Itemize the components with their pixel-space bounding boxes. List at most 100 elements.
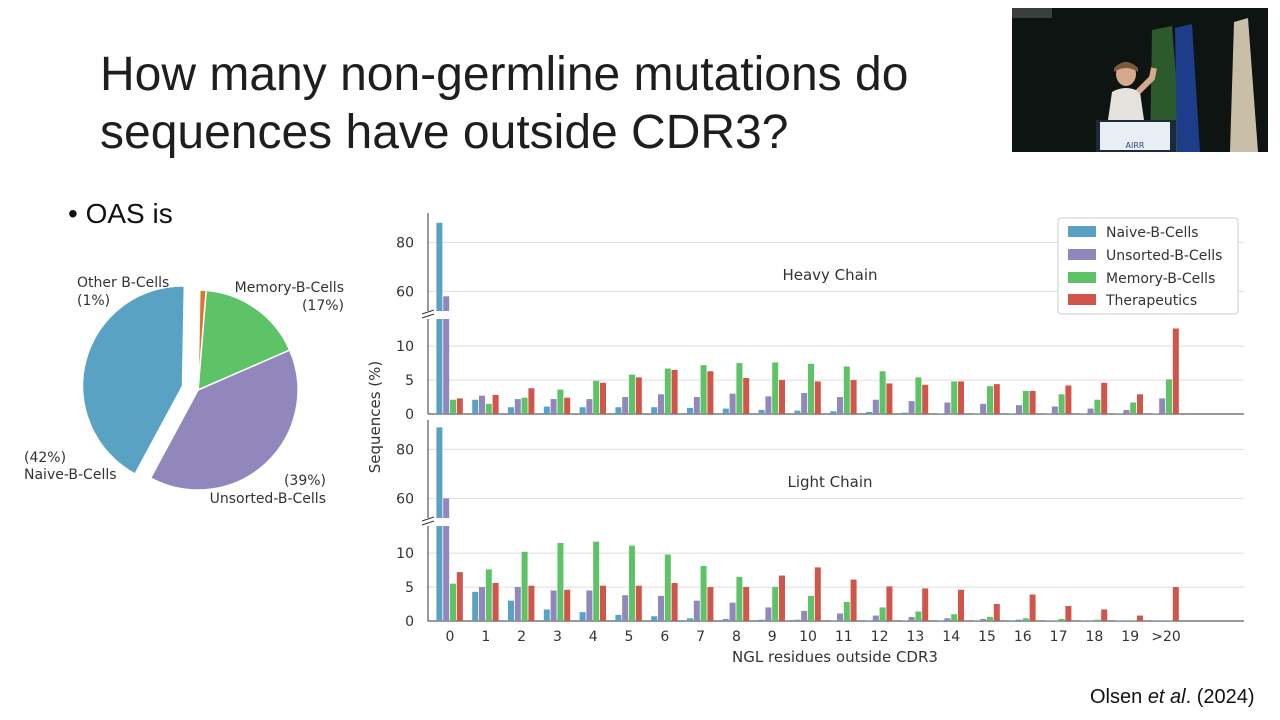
bar-heavy-chain-memory — [629, 374, 635, 414]
bar-light-chain-memory — [593, 541, 600, 621]
bar-light-chain-naive — [615, 614, 622, 621]
bar-heavy-chain-memory — [736, 363, 743, 414]
bar-light-chain-naive — [794, 619, 801, 621]
legend-swatch-naive — [1068, 226, 1096, 237]
bar-heavy-chain-therapeutics — [1172, 328, 1179, 414]
x-tick-label: 13 — [906, 629, 924, 645]
x-tick-label: 3 — [553, 629, 562, 645]
bar-light-chain-unsorted — [837, 613, 843, 621]
bar-heavy-chain-therapeutics — [779, 380, 785, 414]
bar-heavy-chain-memory — [700, 365, 707, 414]
bar-light-chain-memory — [879, 607, 886, 621]
bar-heavy-chain-memory — [915, 377, 922, 414]
bullet-oas: • OAS is — [68, 198, 173, 230]
bar-heavy-chain-unsorted — [837, 397, 843, 414]
bar-light-chain-naive — [543, 609, 550, 621]
bar-light-chain-unsorted — [944, 618, 951, 621]
bar-light-chain-naive — [472, 591, 479, 621]
bar-light-chain-memory — [1094, 619, 1101, 621]
x-tick-label: 1 — [481, 629, 490, 645]
bar-light-chain-naive — [830, 620, 837, 621]
bullet-text: OAS is — [85, 198, 173, 229]
bar-light-chain-memory — [1166, 620, 1172, 621]
axis-break-mark — [421, 520, 435, 526]
bar-heavy-chain-naive — [543, 406, 550, 414]
bar-heavy-chain-therapeutics — [1029, 390, 1036, 414]
citation-authors: Olsen — [1090, 686, 1148, 708]
legend-swatch-memory — [1068, 272, 1096, 283]
x-tick-label: 0 — [446, 629, 455, 645]
bar-light-chain-memory — [1130, 620, 1137, 621]
bar-heavy-chain-unsorted — [980, 403, 987, 414]
legend-swatch-therapeutics — [1068, 294, 1096, 305]
slide-title-line-1: How many non-germline mutations do — [100, 48, 909, 101]
legend-label-memory: Memory-B-Cells — [1106, 271, 1215, 287]
x-tick-label: 8 — [732, 629, 741, 645]
legend-box — [1057, 217, 1239, 315]
bar-heavy-chain-therapeutics — [671, 369, 678, 414]
bar-heavy-chain-unsorted — [765, 396, 772, 414]
y-tick-label: 10 — [396, 546, 414, 562]
bar-light-chain-naive — [758, 619, 765, 621]
y-tick-label: 60 — [396, 284, 414, 300]
bar-heavy-chain-memory — [1058, 394, 1065, 414]
bar-heavy-chain-therapeutics — [958, 381, 964, 414]
legend-label-naive: Naive-B-Cells — [1106, 225, 1199, 241]
bar-light-chain-therapeutics — [958, 589, 964, 621]
x-tick-label: 17 — [1050, 629, 1068, 645]
bar-light-chain-therapeutics — [779, 575, 785, 621]
bar-light-chain-unsorted — [765, 607, 772, 621]
bar-heavy-chain-unsorted — [622, 397, 629, 414]
bar-light-chain-naive — [651, 616, 658, 621]
bar-heavy-chain-naive — [472, 399, 479, 414]
bar-heavy-chain-unsorted — [1016, 405, 1022, 414]
bar-heavy-chain-memory — [485, 403, 492, 414]
bar-heavy-chain-unsorted — [658, 394, 664, 414]
bar-light-chain-naive — [508, 600, 514, 621]
y-tick-label: 5 — [405, 373, 414, 389]
y-tick-label: 0 — [405, 407, 414, 423]
bar-light-chain-therapeutics — [1137, 615, 1143, 621]
bar-heavy-chain-naive — [508, 407, 514, 414]
bar-light-chain-therapeutics — [600, 585, 606, 621]
bar-heavy-chain-therapeutics — [814, 381, 821, 414]
pie-slice-naive-b-cells — [81, 285, 186, 475]
x-tick-label: 16 — [1014, 629, 1032, 645]
bar-heavy-chain-naive — [1009, 413, 1016, 414]
legend-swatch-unsorted — [1068, 249, 1096, 260]
bar-heavy-chain-memory — [951, 381, 958, 414]
pie-label-memory: Memory-B-Cells — [235, 280, 344, 296]
bar-heavy-chain-naive — [1152, 413, 1159, 414]
bar-light-chain-unsorted — [514, 587, 521, 621]
bar-heavy-chain-naive — [1116, 413, 1123, 414]
bar-light-chain-therapeutics — [528, 585, 535, 621]
x-tick-label: 11 — [835, 629, 853, 645]
bar-bars — [436, 222, 1179, 621]
bar-heavy-chain-therapeutics — [993, 384, 1000, 414]
pie-label-naive: Naive-B-Cells — [24, 467, 117, 483]
bar-light-chain-memory — [1022, 618, 1029, 621]
speaker-shirt — [1108, 88, 1144, 120]
bar-heavy-chain-memory — [1022, 390, 1029, 414]
panel-title-light: Light Chain — [787, 473, 872, 491]
bar-heavy-chain-naive — [615, 407, 622, 414]
bar-light-chain-memory — [951, 614, 958, 621]
bar-light-chain-unsorted — [658, 595, 664, 621]
citation-year: . (2024) — [1185, 686, 1255, 708]
bar-light-chain-therapeutics — [814, 567, 821, 621]
bar-heavy-chain-memory — [1094, 399, 1101, 414]
slide-title: How many non-germline mutations do seque… — [100, 46, 1010, 162]
bar-heavy-chain-naive — [687, 407, 693, 414]
y-axis-label: Sequences (%) — [366, 361, 384, 474]
bar-heavy-chain-therapeutics — [492, 395, 499, 414]
bar-heavy-chain-naive-upper — [436, 222, 443, 311]
bar-light-chain-memory — [987, 616, 993, 621]
flag-eu — [1175, 24, 1200, 152]
bar-heavy-chain-memory — [1166, 379, 1172, 414]
bar-light-chain-unsorted — [801, 610, 808, 621]
bar-heavy-chain-naive — [579, 407, 586, 414]
bar-light-chain-unsorted — [1123, 620, 1130, 621]
bar-heavy-chain-memory — [843, 366, 850, 414]
bar-light-chain-memory — [450, 583, 456, 621]
speaker-video-scene: AIRR — [1012, 8, 1268, 152]
